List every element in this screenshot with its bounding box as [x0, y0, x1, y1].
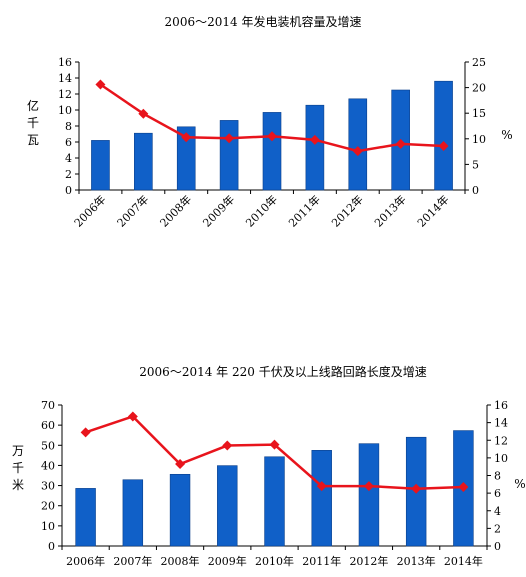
chart2-y-tick-label: 30 — [41, 480, 55, 493]
chart2-y2-tick-label: 0 — [494, 540, 501, 553]
chart2-category-label: 2013年 — [397, 554, 436, 568]
chart1-y-tick-label: 14 — [58, 72, 72, 85]
chart1-bar — [348, 98, 368, 191]
chart2-growth-point — [363, 481, 374, 492]
chart2-y2-tick-label: 16 — [494, 399, 508, 412]
chart2-bar — [311, 450, 332, 547]
chart2-y2-tick-label: 4 — [494, 505, 501, 518]
chart1-y-axis-label-char: 瓦 — [27, 133, 39, 147]
chart1-category-label: 2006年 — [71, 192, 108, 229]
chart2-y-tick-label: 10 — [41, 520, 55, 533]
chart2-bar — [122, 479, 144, 547]
chart2-growth-point — [269, 439, 280, 450]
chart2-category-label: 2011年 — [302, 554, 341, 568]
chart1-category-label: 2012年 — [328, 192, 365, 229]
chart2-bar — [217, 465, 238, 547]
chart1-y-tick-label: 4 — [65, 152, 72, 165]
chart2-y-axis-label-char: 万 — [12, 444, 24, 458]
chart1-y-tick-label: 0 — [65, 184, 72, 197]
chart1-bar — [91, 140, 110, 191]
chart1-bar — [262, 112, 282, 191]
chart2-growth-point — [222, 440, 233, 451]
chart1-y2-tick-label: 25 — [472, 56, 486, 69]
chart1-y-tick-label: 6 — [65, 136, 72, 149]
chart2-category-label: 2009年 — [208, 554, 247, 568]
chart1-y2-tick-label: 5 — [472, 158, 479, 171]
chart2-y2-tick-label: 14 — [494, 417, 508, 430]
chart2-bar — [169, 473, 191, 547]
chart1-y-tick-label: 10 — [58, 104, 72, 117]
chart2-y-axis-label: 万千米 — [12, 444, 24, 492]
chart1-y2-tick-label: 20 — [472, 82, 486, 95]
chart2-y-tick-label: 50 — [41, 439, 55, 452]
chart1-bar — [134, 132, 153, 191]
chart-transmission-line-length: 2006～2014 年 220 千伏及以上线路回路长度及增速 万千米 % 0 10… — [12, 364, 526, 568]
chart2-growth-point — [458, 481, 469, 492]
chart1-growth-point — [438, 140, 449, 151]
chart2-title: 2006～2014 年 220 千伏及以上线路回路长度及增速 — [139, 364, 426, 379]
chart2-category-label: 2014年 — [444, 554, 483, 568]
chart1-category-label: 2011年 — [286, 192, 323, 229]
chart1-y-axis-label: 亿千瓦 — [27, 98, 39, 147]
chart1-y-axis-label-char: 亿 — [27, 98, 39, 113]
chart2-y2-tick-label: 6 — [494, 487, 501, 500]
chart2-category-label: 2007年 — [113, 554, 152, 568]
chart1-y2-tick-label: 15 — [472, 107, 486, 120]
chart2-growth-point — [80, 427, 91, 438]
chart1-category-label: 2009年 — [200, 192, 237, 229]
chart1-growth-point — [95, 79, 106, 90]
chart2-bar — [75, 488, 96, 547]
chart2-y2-tick-label: 12 — [494, 434, 508, 447]
chart1-y2-tick-label: 0 — [472, 184, 479, 197]
chart1-y2-axis-label: % — [501, 128, 512, 142]
chart2-category-label: 2008年 — [161, 554, 200, 568]
chart2-bar — [358, 443, 380, 547]
chart2-y2-tick-label: 2 — [494, 522, 501, 535]
chart1-category-label: 2007年 — [114, 192, 151, 229]
chart2-y2-tick-label: 10 — [494, 452, 508, 465]
chart2-y-tick-label: 0 — [48, 540, 55, 553]
chart-installed-capacity: 2006～2014 年发电装机容量及增速 亿千瓦 % 0 2 4 6 8 10 12 14 16… — [27, 14, 513, 230]
chart1-bar — [219, 120, 239, 191]
chart1-y-tick-label: 12 — [58, 88, 72, 101]
chart1-bar — [434, 80, 453, 191]
chart2-y2-axis-label: % — [514, 477, 525, 491]
chart2-y2-tick-label: 8 — [494, 470, 501, 483]
chart1-growth-point — [138, 108, 149, 119]
chart1-category-label: 2013年 — [371, 192, 408, 229]
chart2-growth-point — [316, 481, 327, 492]
chart1-bar — [305, 104, 325, 191]
chart1-y2-tick-label: 10 — [472, 133, 486, 146]
chart2-category-label: 2012年 — [349, 554, 388, 568]
chart2-category-label: 2010年 — [255, 554, 294, 568]
chart2-y-axis-label-char: 千 — [12, 461, 24, 475]
chart2-y-tick-label: 60 — [41, 419, 55, 432]
chart1-y-tick-label: 8 — [65, 120, 72, 133]
chart1-category-label: 2010年 — [243, 192, 280, 229]
chart1-growth-point — [181, 132, 192, 143]
chart2-growth-point — [127, 411, 138, 422]
chart2-category-label: 2006年 — [66, 554, 105, 568]
chart2-growth-point — [175, 459, 186, 470]
chart1-growth-point — [395, 138, 406, 149]
chart1-growth-point — [352, 146, 363, 157]
chart1-growth-point — [267, 131, 277, 142]
chart2-y-axis-label-char: 米 — [12, 478, 24, 492]
chart1-y-axis-label-char: 千 — [27, 116, 39, 130]
chart2-y-tick-label: 70 — [41, 399, 55, 412]
chart1-category-label: 2014年 — [414, 192, 451, 229]
chart1-y-tick-label: 2 — [65, 168, 72, 181]
chart2-growth-point — [411, 483, 422, 494]
chart1-growth-point — [309, 134, 320, 145]
chart2-y-tick-label: 40 — [41, 459, 55, 472]
chart2-y-tick-label: 20 — [41, 500, 55, 513]
chart1-bar — [176, 126, 196, 191]
chart1-y-tick-label: 16 — [58, 56, 72, 69]
chart2-bar — [264, 456, 285, 547]
chart1-growth-point — [224, 133, 235, 144]
chart1-title: 2006～2014 年发电装机容量及增速 — [165, 14, 362, 29]
chart1-category-label: 2008年 — [157, 192, 194, 229]
